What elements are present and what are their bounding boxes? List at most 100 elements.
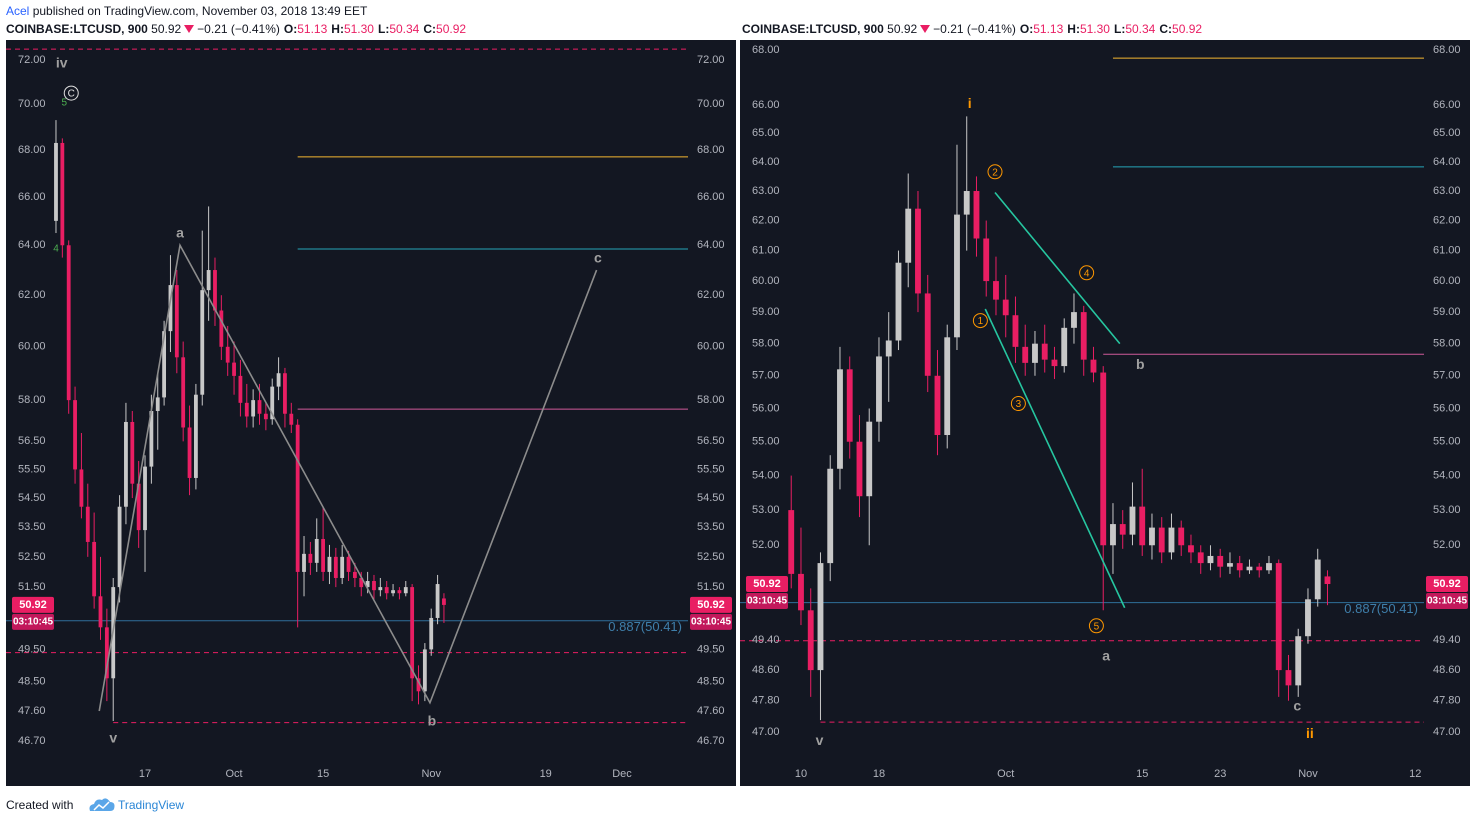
wave-label: v xyxy=(109,729,117,745)
symbol-legend: COINBASE:LTCUSD, 900 50.92 −0.21 (−0.41%)… xyxy=(6,22,466,36)
y-tick-label: 59.00 xyxy=(752,306,780,318)
level-label: 0.887(50.41) xyxy=(1344,601,1418,616)
candle-body xyxy=(817,563,824,671)
ohlc-value: 50.92 xyxy=(436,22,467,36)
candle-body xyxy=(327,556,332,572)
candle-body xyxy=(302,553,306,572)
candle-body xyxy=(1256,566,1263,571)
candle-body xyxy=(1275,563,1282,671)
y-tick-label: 64.00 xyxy=(697,239,725,251)
candle-body xyxy=(1032,343,1038,363)
ohlc-label: C: xyxy=(423,22,437,36)
y-tick-label: 68.00 xyxy=(697,144,725,156)
y-tick-label: 60.00 xyxy=(1433,275,1461,287)
wave-label: 5 xyxy=(61,98,67,109)
candle-body xyxy=(973,191,980,239)
candle-body xyxy=(807,610,814,671)
author[interactable]: Acel xyxy=(6,4,30,18)
candle-body xyxy=(1207,555,1214,564)
candle-body xyxy=(1295,636,1302,686)
y-tick-label: 48.50 xyxy=(18,675,46,687)
y-tick-label: 60.00 xyxy=(752,275,780,287)
published-text: published on TradingView.com, November 0… xyxy=(32,4,368,18)
candle-body xyxy=(1324,576,1331,585)
ohlc-value: 50.92 xyxy=(1172,22,1203,36)
y-tick-label: 56.50 xyxy=(18,435,46,447)
candle-body xyxy=(1314,559,1321,600)
candle-body xyxy=(827,468,834,564)
y-tick-label: 56.00 xyxy=(752,402,780,414)
y-tick-label: 62.00 xyxy=(18,289,46,301)
x-tick-label: Oct xyxy=(997,768,1014,780)
candle-body xyxy=(238,375,243,403)
candle-body xyxy=(270,386,275,420)
y-tick-label: 64.00 xyxy=(1433,156,1461,168)
candle-body xyxy=(435,584,440,618)
wave-label: a xyxy=(176,225,184,241)
candle-body xyxy=(193,394,198,478)
drawing-line xyxy=(98,242,598,712)
y-tick-label: 72.00 xyxy=(18,54,46,66)
ohlc-label: O: xyxy=(283,22,298,36)
candle-body xyxy=(788,510,795,574)
y-tick-label: 55.00 xyxy=(752,436,780,448)
y-tick-label: 53.50 xyxy=(697,521,725,533)
candle-body xyxy=(1227,563,1233,567)
down-arrow xyxy=(184,25,195,33)
candle-body xyxy=(1197,552,1204,564)
candle-body xyxy=(1129,506,1136,535)
y-tick-label: 47.60 xyxy=(18,705,46,717)
x-tick-label: 17 xyxy=(139,768,151,780)
ohlc-value: 50.34 xyxy=(389,22,420,36)
candle-body xyxy=(168,285,173,332)
x-tick-label: 19 xyxy=(540,768,552,780)
candle-body xyxy=(1168,527,1175,553)
y-tick-label: 54.00 xyxy=(752,469,780,481)
y-tick-label: 59.00 xyxy=(1433,306,1461,318)
candle-body xyxy=(219,310,224,347)
y-tick-label: 55.50 xyxy=(18,463,46,475)
candle-body xyxy=(963,191,970,215)
y-tick-label: 70.00 xyxy=(697,98,725,110)
candle-body xyxy=(257,400,262,414)
brand[interactable]: TradingView xyxy=(118,798,185,812)
wave-label: i xyxy=(968,95,972,111)
label-circle xyxy=(987,164,1003,180)
y-tick-label: 51.50 xyxy=(18,581,46,593)
y-tick-label: 56.50 xyxy=(697,435,725,447)
candle-body xyxy=(397,590,402,594)
y-tick-label: 55.00 xyxy=(1433,436,1461,448)
ohlc-value: 51.13 xyxy=(297,22,328,36)
candle-body xyxy=(346,556,351,572)
candle-body xyxy=(429,617,434,650)
price-tag-label: 50.92 xyxy=(19,599,47,611)
candle-body xyxy=(1080,312,1087,360)
candle-body xyxy=(1100,372,1107,546)
candle-body xyxy=(124,421,128,507)
candle-body xyxy=(232,362,236,376)
created-with: Created with xyxy=(6,798,74,812)
panel-bg xyxy=(6,40,736,786)
candle-body xyxy=(1178,527,1185,546)
wave-label: 4 xyxy=(1084,268,1090,279)
y-tick-label: 52.00 xyxy=(1433,539,1461,551)
candle-body xyxy=(895,262,902,341)
y-tick-label: 66.00 xyxy=(697,191,725,203)
candle-body xyxy=(117,506,122,588)
ohlc-label: H: xyxy=(1067,22,1080,36)
candle-body xyxy=(1051,359,1058,367)
candle-body xyxy=(276,373,281,387)
candle-body xyxy=(244,402,249,417)
y-tick-label: 53.00 xyxy=(752,504,780,516)
candle-body xyxy=(1158,527,1165,553)
candle-body xyxy=(1188,545,1194,553)
ohlc-value: 51.30 xyxy=(343,22,374,36)
y-tick-label: 49.50 xyxy=(18,643,46,655)
y-tick-label: 52.00 xyxy=(752,539,780,551)
ohlc-value: 50.34 xyxy=(1125,22,1156,36)
candle-body xyxy=(856,441,863,497)
candle-body xyxy=(1305,599,1311,637)
candle-body xyxy=(410,587,415,679)
y-tick-label: 70.00 xyxy=(18,98,46,110)
wave-label: C xyxy=(68,89,75,100)
